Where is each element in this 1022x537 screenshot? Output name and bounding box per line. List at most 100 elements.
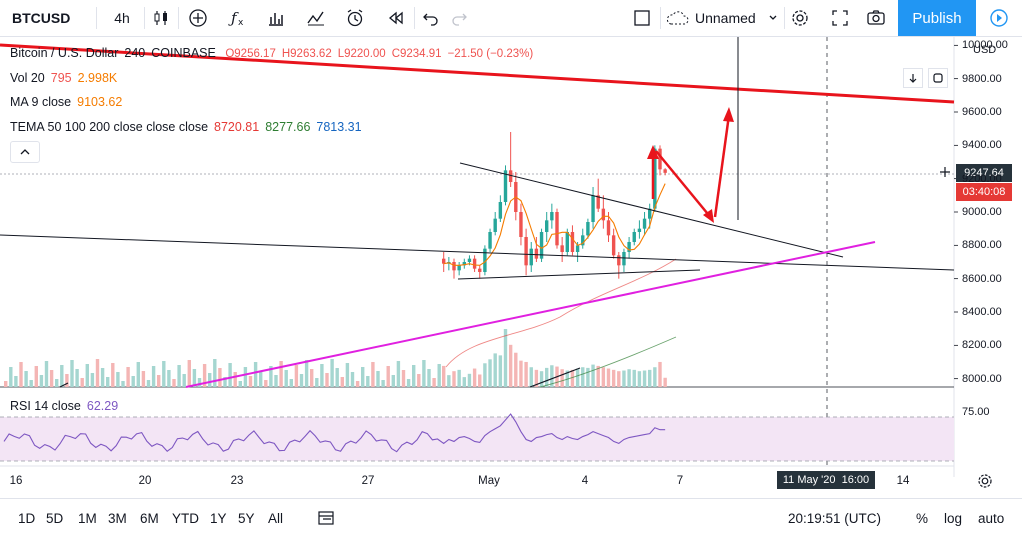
candle-body (508, 170, 513, 182)
volume-bar (472, 368, 477, 387)
layout-icon[interactable] (628, 0, 656, 36)
volume-bar (498, 355, 503, 387)
candle-body (539, 232, 544, 259)
layout-name: Unnamed (695, 10, 756, 26)
volume-bar (146, 380, 151, 387)
chart-canvas[interactable] (0, 37, 1022, 500)
range-button-5y[interactable]: 5Y (238, 510, 255, 526)
replay-icon[interactable] (382, 0, 410, 36)
settings-icon[interactable] (786, 0, 814, 36)
volume-bar (187, 360, 191, 387)
candle-body (586, 222, 590, 236)
volume-bar (452, 371, 456, 387)
candle-body (627, 242, 631, 252)
volume-bar (457, 369, 461, 387)
volume-bar (157, 375, 161, 387)
volume-bar (442, 365, 446, 387)
volume-bar (151, 366, 156, 387)
range-button-5d[interactable]: 5D (46, 510, 64, 526)
volume-bar (401, 370, 406, 387)
undo-icon[interactable] (418, 0, 444, 36)
candle-body (575, 245, 580, 252)
clock[interactable]: 20:19:51 (UTC) (788, 510, 882, 526)
volume-bar (259, 371, 263, 387)
candle-body (658, 148, 662, 170)
interval-button[interactable]: 4h (114, 10, 130, 26)
tema-line-2 (539, 336, 677, 388)
volume-bar (34, 366, 38, 387)
bar-chart-icon[interactable] (262, 0, 290, 36)
range-button-3m[interactable]: 3M (108, 510, 127, 526)
volume-bar (611, 369, 616, 387)
chart-area[interactable]: Bitcoin / U.S. Dollar 240 COINBASE O9256.1… (0, 37, 1022, 500)
candle-body (524, 237, 528, 266)
line-chart-icon[interactable] (302, 0, 330, 36)
candle-body (622, 252, 626, 266)
reset-scale-button[interactable] (928, 68, 948, 88)
volume-bar (253, 362, 258, 387)
volume-bar (325, 373, 329, 387)
range-button-1d[interactable]: 1D (18, 510, 36, 526)
candle-body (581, 235, 585, 246)
range-button-all[interactable]: All (268, 510, 284, 526)
volume-bar (570, 369, 575, 387)
svg-text:x: x (238, 18, 244, 28)
volume-bar (182, 374, 186, 387)
percent-toggle[interactable]: % (916, 510, 929, 526)
volume-bar (213, 359, 217, 387)
camera-icon[interactable] (862, 0, 890, 36)
volume-bar (627, 369, 631, 387)
log-toggle[interactable]: log (944, 510, 963, 526)
scroll-down-button[interactable] (903, 68, 923, 88)
legend-close: C9234.91 (391, 48, 442, 60)
chart-settings-icon[interactable] (974, 471, 996, 491)
volume-bar (550, 365, 554, 387)
symbol-search-button[interactable]: BTCUSD (12, 10, 71, 26)
volume-bar (162, 361, 166, 387)
range-button-1y[interactable]: 1Y (210, 510, 227, 526)
candle-body (565, 232, 569, 252)
layout-name-button[interactable]: Unnamed (664, 0, 782, 36)
volume-bar (514, 352, 518, 387)
play-icon[interactable] (976, 0, 1022, 36)
time-tick-label: 16 (9, 475, 23, 487)
range-button-6m[interactable]: 6M (140, 510, 159, 526)
candle-body (534, 248, 539, 259)
add-price-line-icon[interactable] (938, 165, 952, 179)
crosshair-date: 11 May '20 (782, 474, 836, 486)
volume-bar (355, 381, 360, 387)
date-range-icon[interactable] (312, 499, 340, 537)
horizontal-trendline (0, 234, 955, 271)
volume-bar (340, 377, 344, 387)
volume-bar (371, 362, 375, 387)
candle-body (601, 208, 606, 221)
volume-bar (172, 379, 176, 387)
small-trendline (59, 382, 69, 388)
fullscreen-icon[interactable] (826, 0, 854, 36)
collapse-legend-button[interactable] (10, 141, 40, 163)
volume-bar (289, 379, 293, 387)
volume-bar (617, 371, 621, 387)
candle-body (442, 258, 446, 264)
divider (414, 7, 415, 29)
auto-toggle[interactable]: auto (978, 510, 1005, 526)
range-button-ytd[interactable]: YTD (172, 510, 199, 526)
arrow-down-icon (909, 74, 917, 83)
volume-bar (575, 368, 580, 387)
candle-body (545, 220, 549, 232)
volume-bar (70, 360, 74, 387)
volume-bar (141, 371, 146, 387)
alarm-icon[interactable] (340, 0, 370, 36)
candle-body (648, 208, 652, 219)
triangle-lower-line (457, 269, 701, 280)
volume-bar (228, 363, 232, 387)
range-button-1m[interactable]: 1M (78, 510, 97, 526)
add-indicator-icon[interactable] (184, 0, 212, 36)
volume-bar (422, 360, 426, 387)
volume-bar (238, 381, 242, 387)
candles-icon[interactable] (148, 0, 174, 36)
redo-icon[interactable] (446, 0, 472, 36)
publish-button[interactable]: Publish (898, 0, 976, 36)
